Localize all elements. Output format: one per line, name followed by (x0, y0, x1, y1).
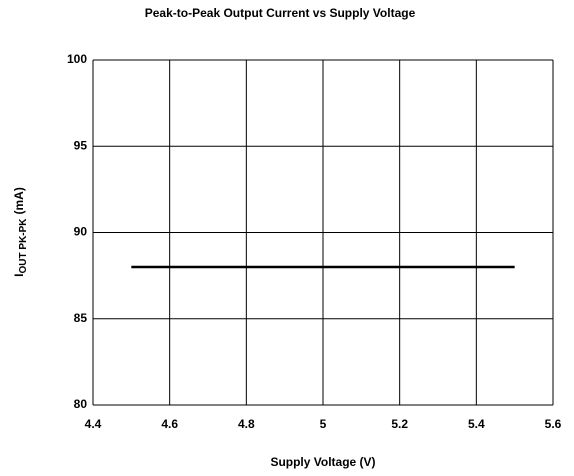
y-tick-label: 100 (67, 52, 87, 66)
x-tick-label: 5 (320, 417, 327, 431)
x-tick-label: 5.2 (391, 417, 408, 431)
y-label-sub: OUT PK-PK (18, 218, 29, 274)
y-label-unit: (mA) (12, 187, 26, 214)
chart-title: Peak-to-Peak Output Current vs Supply Vo… (145, 6, 416, 20)
x-axis-label: Supply Voltage (V) (270, 455, 375, 469)
y-tick-label: 80 (74, 397, 88, 411)
y-tick-label: 85 (74, 311, 88, 325)
x-tick-label: 4.8 (238, 417, 255, 431)
y-tick-label: 95 (74, 138, 88, 152)
y-tick-label: 90 (74, 225, 88, 239)
y-axis-label: IOUT PK-PK (mA) (12, 187, 28, 277)
x-tick-label: 5.6 (545, 417, 562, 431)
x-tick-label: 4.6 (161, 417, 178, 431)
y-label-main: I (12, 273, 26, 276)
x-tick-label: 4.4 (85, 417, 102, 431)
x-tick-label: 5.4 (468, 417, 485, 431)
